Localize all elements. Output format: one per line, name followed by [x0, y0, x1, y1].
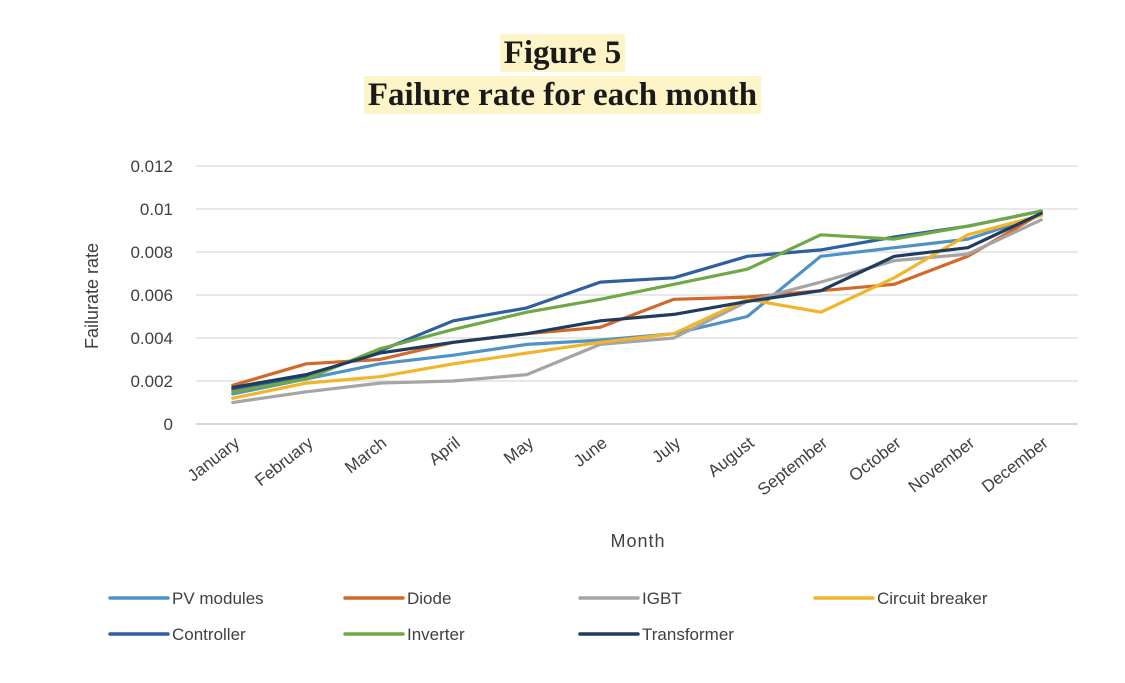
gridlines [196, 165, 1078, 425]
y-axis-title: Failurate rate [82, 243, 102, 349]
legend-label: Diode [407, 589, 451, 608]
series-line-circuit-breaker [231, 213, 1043, 400]
legend-label: Inverter [407, 625, 465, 644]
series-line-diode [231, 211, 1043, 387]
x-axis-ticks: January February March April May June July Augu… [184, 433, 1052, 499]
x-tick-label: March [341, 433, 390, 477]
series-line-igbt [231, 218, 1043, 405]
x-tick-label: December [978, 433, 1052, 496]
x-tick-label: April [425, 433, 464, 469]
y-tick-label: 0 [164, 415, 173, 434]
series-line-pv-modules [231, 213, 1043, 396]
legend-label: Controller [172, 625, 246, 644]
y-tick-label: 0.008 [130, 243, 173, 262]
series-line-transformer [231, 211, 1043, 389]
y-tick-label: 0.002 [130, 372, 173, 391]
figure-label: Figure 5 [499, 34, 626, 72]
legend: PV modules Diode IGBT Circuit breaker Contro… [108, 589, 988, 644]
legend-label: Circuit breaker [877, 589, 988, 608]
x-tick-label: May [500, 433, 537, 468]
legend-label: Transformer [642, 625, 734, 644]
x-tick-label: July [649, 433, 685, 467]
x-tick-label: January [184, 433, 244, 486]
x-tick-label: February [251, 433, 317, 490]
series-line-inverter [231, 209, 1043, 394]
y-tick-label: 0.004 [130, 329, 173, 348]
figure-title-block: Figure 5 Failure rate for each month [0, 34, 1125, 118]
y-tick-label: 0.012 [130, 157, 173, 176]
y-tick-label: 0.01 [140, 200, 173, 219]
x-tick-label: August [704, 433, 758, 481]
x-tick-label: September [754, 433, 831, 499]
chart-title: Failure rate for each month [363, 76, 762, 114]
x-axis-title: Month [610, 531, 665, 551]
y-axis-ticks: 0 0.002 0.004 0.006 0.008 0.01 0.012 [130, 157, 173, 434]
x-tick-label: November [905, 433, 979, 496]
y-tick-label: 0.006 [130, 286, 173, 305]
series-lines [231, 209, 1043, 405]
legend-label: IGBT [642, 589, 682, 608]
x-tick-label: June [570, 433, 611, 471]
legend-label: PV modules [172, 589, 264, 608]
x-tick-label: October [845, 433, 905, 485]
series-line-controller [231, 209, 1043, 392]
